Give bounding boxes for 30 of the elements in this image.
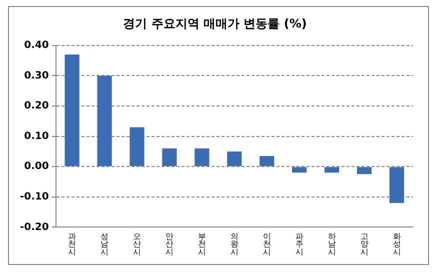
x-tick-label: 화성시 — [392, 232, 401, 256]
y-tick-label: -0.10 — [20, 191, 49, 202]
bar — [324, 167, 340, 173]
bar — [260, 156, 274, 166]
y-tick-label: 0.40 — [24, 40, 49, 51]
bar — [162, 148, 177, 166]
x-tick-label: 파주시 — [295, 232, 304, 256]
x-tick-label: 오산시 — [133, 232, 141, 256]
x-tick-label: 고양시 — [360, 232, 368, 256]
x-tick-label: 성남시 — [100, 232, 109, 256]
y-tick-label: 0.30 — [24, 70, 49, 82]
x-tick-label: 안산시 — [165, 232, 174, 256]
x-tick-label: 부천시 — [198, 232, 206, 256]
bar — [130, 127, 144, 166]
bar — [389, 167, 404, 203]
y-tick-label: 0.10 — [24, 130, 49, 142]
x-tick-label: 과천시 — [68, 232, 76, 256]
chart-title: 경기 주요지역 매매가 변동률 (%) — [123, 16, 307, 30]
bar — [194, 148, 210, 166]
bar — [356, 167, 372, 174]
y-tick-label: -0.20 — [20, 222, 49, 233]
bar — [64, 54, 80, 166]
x-tick-label: 이천시 — [262, 232, 271, 256]
y-tick-label: 0.00 — [24, 161, 49, 172]
y-tick-label: 0.20 — [24, 100, 49, 112]
bar — [292, 167, 307, 173]
x-tick-label: 의왕시 — [230, 232, 238, 256]
bar — [97, 76, 112, 166]
bar — [227, 151, 242, 166]
x-tick-label: 하남시 — [328, 232, 336, 256]
